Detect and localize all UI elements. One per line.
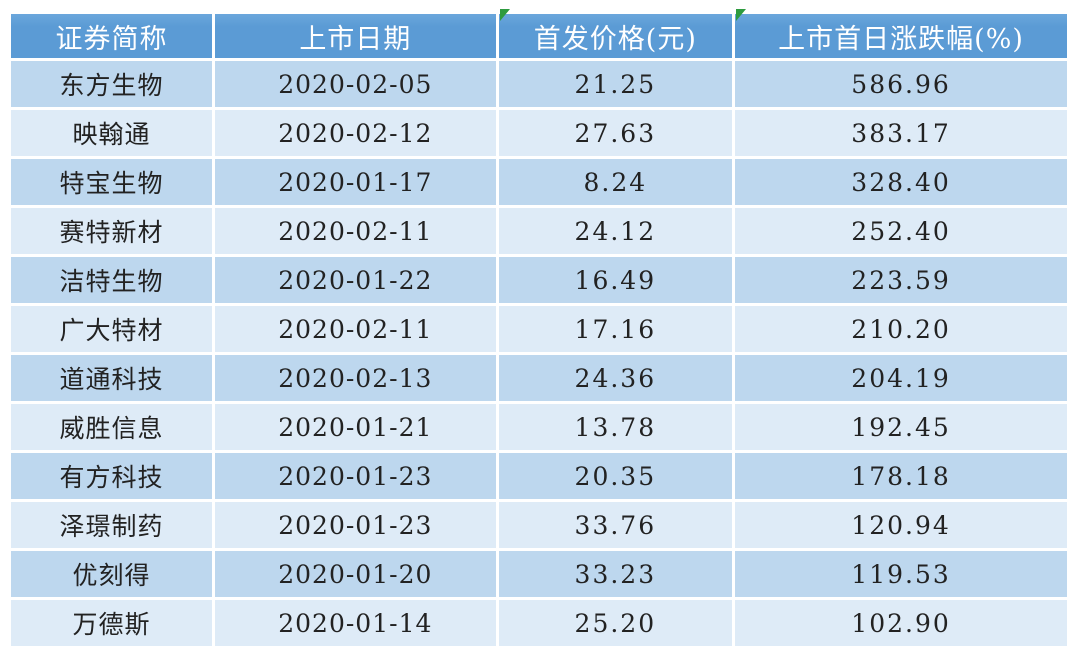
error-indicator-icon <box>499 9 510 21</box>
column-header-listing-date: 上市日期 <box>215 14 496 58</box>
cell-first-day-change: 328.40 <box>735 159 1067 205</box>
cell-ipo-price: 16.49 <box>498 257 733 303</box>
cell-security-name: 万德斯 <box>11 600 213 646</box>
cell-ipo-price: 33.76 <box>498 502 733 548</box>
table-row: 映翰通 2020-02-12 27.63 383.17 <box>11 110 1067 156</box>
cell-first-day-change: 192.45 <box>735 404 1067 450</box>
error-indicator-icon <box>736 9 747 21</box>
table-body: 东方生物 2020-02-05 21.25 586.96 映翰通 2020-02… <box>11 61 1067 646</box>
table-row: 洁特生物 2020-01-22 16.49 223.59 <box>11 257 1067 303</box>
cell-first-day-change: 223.59 <box>735 257 1067 303</box>
cell-ipo-price: 25.20 <box>498 600 733 646</box>
cell-first-day-change: 210.20 <box>735 306 1067 352</box>
cell-first-day-change: 204.19 <box>735 355 1067 401</box>
cell-security-name: 威胜信息 <box>11 404 213 450</box>
cell-security-name: 泽璟制药 <box>11 502 213 548</box>
cell-first-day-change: 178.18 <box>735 453 1067 499</box>
cell-first-day-change: 383.17 <box>735 110 1067 156</box>
cell-listing-date: 2020-02-11 <box>215 306 496 352</box>
cell-security-name: 洁特生物 <box>11 257 213 303</box>
cell-security-name: 映翰通 <box>11 110 213 156</box>
column-header-security-name: 证券简称 <box>11 14 213 58</box>
table-row: 东方生物 2020-02-05 21.25 586.96 <box>11 61 1067 107</box>
cell-first-day-change: 119.53 <box>735 551 1067 597</box>
table-row: 特宝生物 2020-01-17 8.24 328.40 <box>11 159 1067 205</box>
cell-first-day-change: 102.90 <box>735 600 1067 646</box>
cell-listing-date: 2020-01-20 <box>215 551 496 597</box>
ipo-table: 证券简称 上市日期 首发价格(元) 上市首日涨跌幅(%) 东方生物 2020-0… <box>8 9 1070 649</box>
cell-ipo-price: 24.12 <box>498 208 733 254</box>
cell-listing-date: 2020-01-21 <box>215 404 496 450</box>
cell-security-name: 特宝生物 <box>11 159 213 205</box>
table-row: 有方科技 2020-01-23 20.35 178.18 <box>11 453 1067 499</box>
cell-ipo-price: 21.25 <box>498 61 733 107</box>
table-container: 证券简称 上市日期 首发价格(元) 上市首日涨跌幅(%) 东方生物 2020-0… <box>8 9 1070 649</box>
table-row: 优刻得 2020-01-20 33.23 119.53 <box>11 551 1067 597</box>
cell-listing-date: 2020-02-11 <box>215 208 496 254</box>
column-header-ipo-price-label: 首发价格(元) <box>533 23 697 55</box>
cell-first-day-change: 120.94 <box>735 502 1067 548</box>
cell-listing-date: 2020-02-12 <box>215 110 496 156</box>
table-row: 赛特新材 2020-02-11 24.12 252.40 <box>11 208 1067 254</box>
cell-ipo-price: 8.24 <box>498 159 733 205</box>
table-row: 万德斯 2020-01-14 25.20 102.90 <box>11 600 1067 646</box>
cell-listing-date: 2020-01-23 <box>215 502 496 548</box>
cell-security-name: 广大特材 <box>11 306 213 352</box>
table-row: 威胜信息 2020-01-21 13.78 192.45 <box>11 404 1067 450</box>
column-header-first-day-change: 上市首日涨跌幅(%) <box>735 9 1067 58</box>
cell-security-name: 优刻得 <box>11 551 213 597</box>
cell-ipo-price: 17.16 <box>498 306 733 352</box>
cell-security-name: 赛特新材 <box>11 208 213 254</box>
cell-listing-date: 2020-01-14 <box>215 600 496 646</box>
table-row: 广大特材 2020-02-11 17.16 210.20 <box>11 306 1067 352</box>
cell-security-name: 道通科技 <box>11 355 213 401</box>
table-header: 证券简称 上市日期 首发价格(元) 上市首日涨跌幅(%) <box>11 9 1067 58</box>
cell-ipo-price: 24.36 <box>498 355 733 401</box>
table-row: 泽璟制药 2020-01-23 33.76 120.94 <box>11 502 1067 548</box>
cell-ipo-price: 13.78 <box>498 404 733 450</box>
header-row: 证券简称 上市日期 首发价格(元) 上市首日涨跌幅(%) <box>11 9 1067 58</box>
cell-security-name: 有方科技 <box>11 453 213 499</box>
cell-listing-date: 2020-02-05 <box>215 61 496 107</box>
cell-ipo-price: 27.63 <box>498 110 733 156</box>
cell-ipo-price: 20.35 <box>498 453 733 499</box>
column-header-ipo-price: 首发价格(元) <box>498 9 733 58</box>
cell-security-name: 东方生物 <box>11 61 213 107</box>
cell-listing-date: 2020-01-22 <box>215 257 496 303</box>
cell-listing-date: 2020-01-23 <box>215 453 496 499</box>
table-row: 道通科技 2020-02-13 24.36 204.19 <box>11 355 1067 401</box>
cell-listing-date: 2020-02-13 <box>215 355 496 401</box>
cell-ipo-price: 33.23 <box>498 551 733 597</box>
column-header-first-day-change-label: 上市首日涨跌幅(%) <box>778 23 1024 55</box>
cell-first-day-change: 252.40 <box>735 208 1067 254</box>
cell-first-day-change: 586.96 <box>735 61 1067 107</box>
cell-listing-date: 2020-01-17 <box>215 159 496 205</box>
